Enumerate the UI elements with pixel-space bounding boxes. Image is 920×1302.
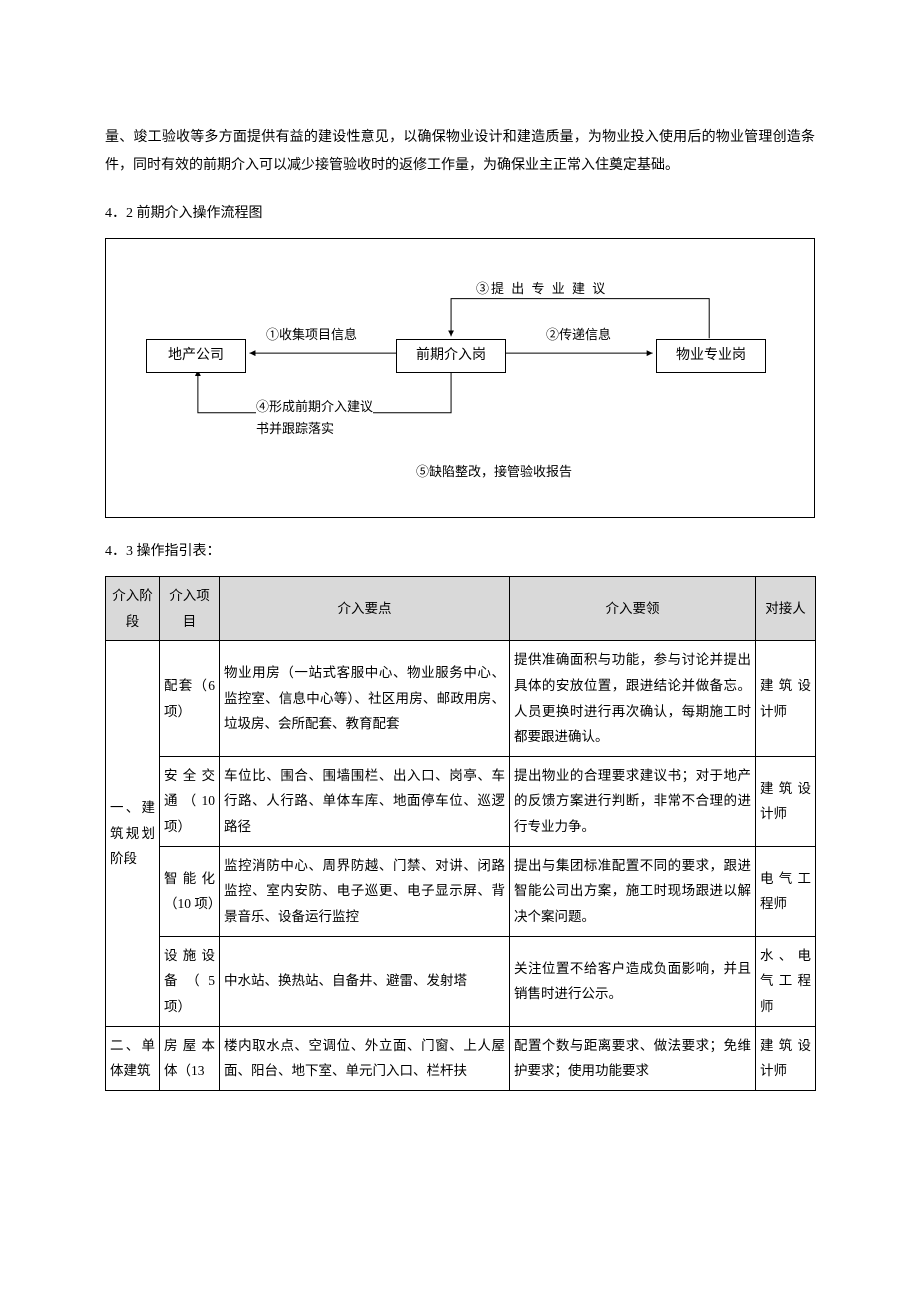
flow-label-4a: ④形成前期介入建议 — [256, 399, 373, 416]
flow-label-3: ③提 出 专 业 建 议 — [476, 281, 607, 298]
th-stage: 介入阶段 — [106, 577, 160, 641]
cell-contact: 电气工程师 — [756, 846, 816, 936]
cell-item: 配套（6项） — [160, 641, 220, 757]
cell-points: 物业用房（一站式客服中心、物业服务中心、监控室、信息中心等）、社区用房、邮政用房… — [220, 641, 510, 757]
cell-tips: 提出物业的合理要求建议书；对于地产的反馈方案进行判断，非常不合理的进行专业力争。 — [510, 756, 756, 846]
cell-contact: 建筑设计师 — [756, 756, 816, 846]
cell-item: 设施设备（5 项） — [160, 936, 220, 1026]
table-header-row: 介入阶段 介入项目 介入要点 介入要领 对接人 — [106, 577, 816, 641]
table-row: 设施设备（5 项）中水站、换热站、自备井、避雷、发射塔关注位置不给客户造成负面影… — [106, 936, 816, 1026]
cell-stage: 一、建筑规划阶段 — [106, 641, 160, 1026]
flow-box-mid: 前期介入岗 — [396, 339, 506, 373]
flow-box-right: 物业专业岗 — [656, 339, 766, 373]
cell-points: 监控消防中心、周界防越、门禁、对讲、闭路监控、室内安防、电子巡更、电子显示屏、背… — [220, 846, 510, 936]
flowchart: 地产公司 前期介入岗 物业专业岗 ①收集项目信息 ②传递信息 ③提 出 专 业 … — [105, 238, 815, 518]
guide-table: 介入阶段 介入项目 介入要点 介入要领 对接人 一、建筑规划阶段配套（6项）物业… — [105, 576, 816, 1091]
table-row: 一、建筑规划阶段配套（6项）物业用房（一站式客服中心、物业服务中心、监控室、信息… — [106, 641, 816, 757]
cell-contact: 建筑设计师 — [756, 641, 816, 757]
flow-label-5: ⑤缺陷整改，接管验收报告 — [416, 464, 572, 481]
section-4-3-title: 4．3 操作指引表： — [105, 538, 815, 566]
flow-label-2: ②传递信息 — [546, 327, 611, 344]
th-points: 介入要点 — [220, 577, 510, 641]
cell-tips: 提供准确面积与功能，参与讨论并提出具体的安放位置，跟进结论并做备忘。人员更换时进… — [510, 641, 756, 757]
th-tips: 介入要领 — [510, 577, 756, 641]
cell-item: 房屋本体（13 — [160, 1026, 220, 1090]
cell-contact: 水、电气工程师 — [756, 936, 816, 1026]
table-row: 安全交通（10项）车位比、围合、围墙围栏、出入口、岗亭、车行路、人行路、单体车库… — [106, 756, 816, 846]
flow-label-1: ①收集项目信息 — [266, 327, 357, 344]
cell-tips: 关注位置不给客户造成负面影响，并且销售时进行公示。 — [510, 936, 756, 1026]
th-item: 介入项目 — [160, 577, 220, 641]
cell-item: 智能化（10 项） — [160, 846, 220, 936]
intro-paragraph: 量、竣工验收等多方面提供有益的建设性意见，以确保物业设计和建造质量，为物业投入使… — [105, 124, 815, 180]
cell-points: 车位比、围合、围墙围栏、出入口、岗亭、车行路、人行路、单体车库、地面停车位、巡逻… — [220, 756, 510, 846]
cell-tips: 配置个数与距离要求、做法要求；免维护要求；使用功能要求 — [510, 1026, 756, 1090]
cell-points: 中水站、换热站、自备井、避雷、发射塔 — [220, 936, 510, 1026]
cell-tips: 提出与集团标准配置不同的要求，跟进智能公司出方案，施工时现场跟进以解决个案问题。 — [510, 846, 756, 936]
flow-label-4b: 书并跟踪落实 — [256, 421, 334, 438]
table-row: 二、单体建筑房屋本体（13楼内取水点、空调位、外立面、门窗、上人屋面、阳台、地下… — [106, 1026, 816, 1090]
page: 量、竣工验收等多方面提供有益的建设性意见，以确保物业设计和建造质量，为物业投入使… — [0, 0, 920, 1131]
table-row: 智能化（10 项）监控消防中心、周界防越、门禁、对讲、闭路监控、室内安防、电子巡… — [106, 846, 816, 936]
th-contact: 对接人 — [756, 577, 816, 641]
cell-points: 楼内取水点、空调位、外立面、门窗、上人屋面、阳台、地下室、单元门入口、栏杆扶 — [220, 1026, 510, 1090]
section-4-2-title: 4．2 前期介入操作流程图 — [105, 200, 815, 228]
cell-item: 安全交通（10项） — [160, 756, 220, 846]
cell-stage: 二、单体建筑 — [106, 1026, 160, 1090]
flow-box-left: 地产公司 — [146, 339, 246, 373]
cell-contact: 建筑设计师 — [756, 1026, 816, 1090]
